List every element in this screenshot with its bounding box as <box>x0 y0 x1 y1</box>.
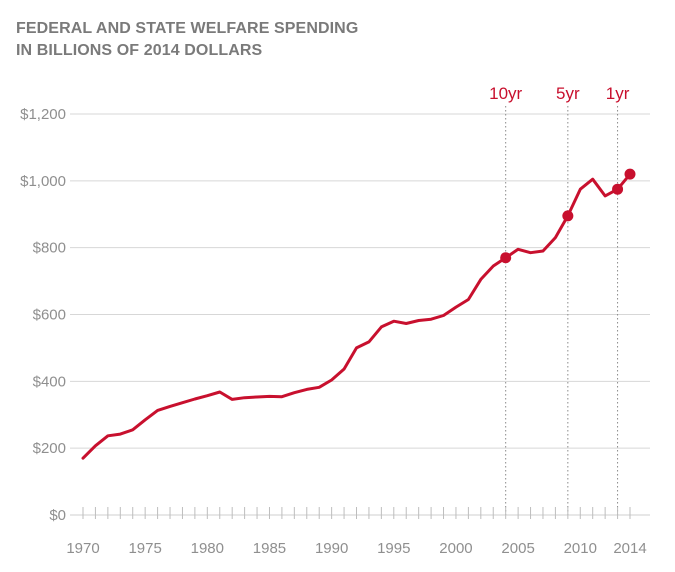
x-tick-label: 1990 <box>315 540 348 557</box>
annotation-labels: 10yr 5yr 1yr <box>489 84 630 103</box>
highlight-points <box>500 168 636 264</box>
x-tick-label: 1980 <box>191 540 224 557</box>
chart-subtitle: IN BILLIONS OF 2014 DOLLARS <box>16 42 263 59</box>
x-tick-label: 1995 <box>377 540 410 557</box>
data-point <box>562 210 574 222</box>
chart-title: FEDERAL AND STATE WELFARE SPENDING <box>16 20 359 37</box>
x-axis-labels: 1970 1975 1980 1985 1990 1995 2000 2005 2010 2014 <box>66 540 646 557</box>
data-point <box>612 183 624 195</box>
annotation-label: 5yr <box>556 84 580 103</box>
y-tick-label: $0 <box>49 507 66 524</box>
x-tick-label: 1970 <box>66 540 99 557</box>
x-tick-label: 2005 <box>501 540 534 557</box>
y-tick-label: $200 <box>33 440 66 457</box>
x-tick-label: 1975 <box>128 540 161 557</box>
y-tick-label: $800 <box>33 240 66 257</box>
x-tick-label: 1985 <box>253 540 286 557</box>
x-tick-label: 2000 <box>439 540 472 557</box>
series-line <box>81 172 632 460</box>
annotation-label: 10yr <box>489 84 522 103</box>
y-tick-label: $600 <box>33 307 66 324</box>
x-axis <box>70 507 650 519</box>
series-lines <box>81 172 632 460</box>
y-tick-label: $1,000 <box>20 173 66 190</box>
annotation-label: 1yr <box>606 84 630 103</box>
x-tick-label: 2010 <box>564 540 597 557</box>
x-tick-label: 2014 <box>613 540 646 557</box>
data-point <box>624 168 636 180</box>
data-point <box>500 252 512 264</box>
y-tick-label: $1,200 <box>20 106 66 123</box>
gridlines <box>70 113 650 449</box>
y-axis-labels: $0 $200 $400 $600 $800 $1,000 $1,200 <box>20 106 66 524</box>
y-tick-label: $400 <box>33 373 66 390</box>
annotation-lines <box>505 106 619 515</box>
